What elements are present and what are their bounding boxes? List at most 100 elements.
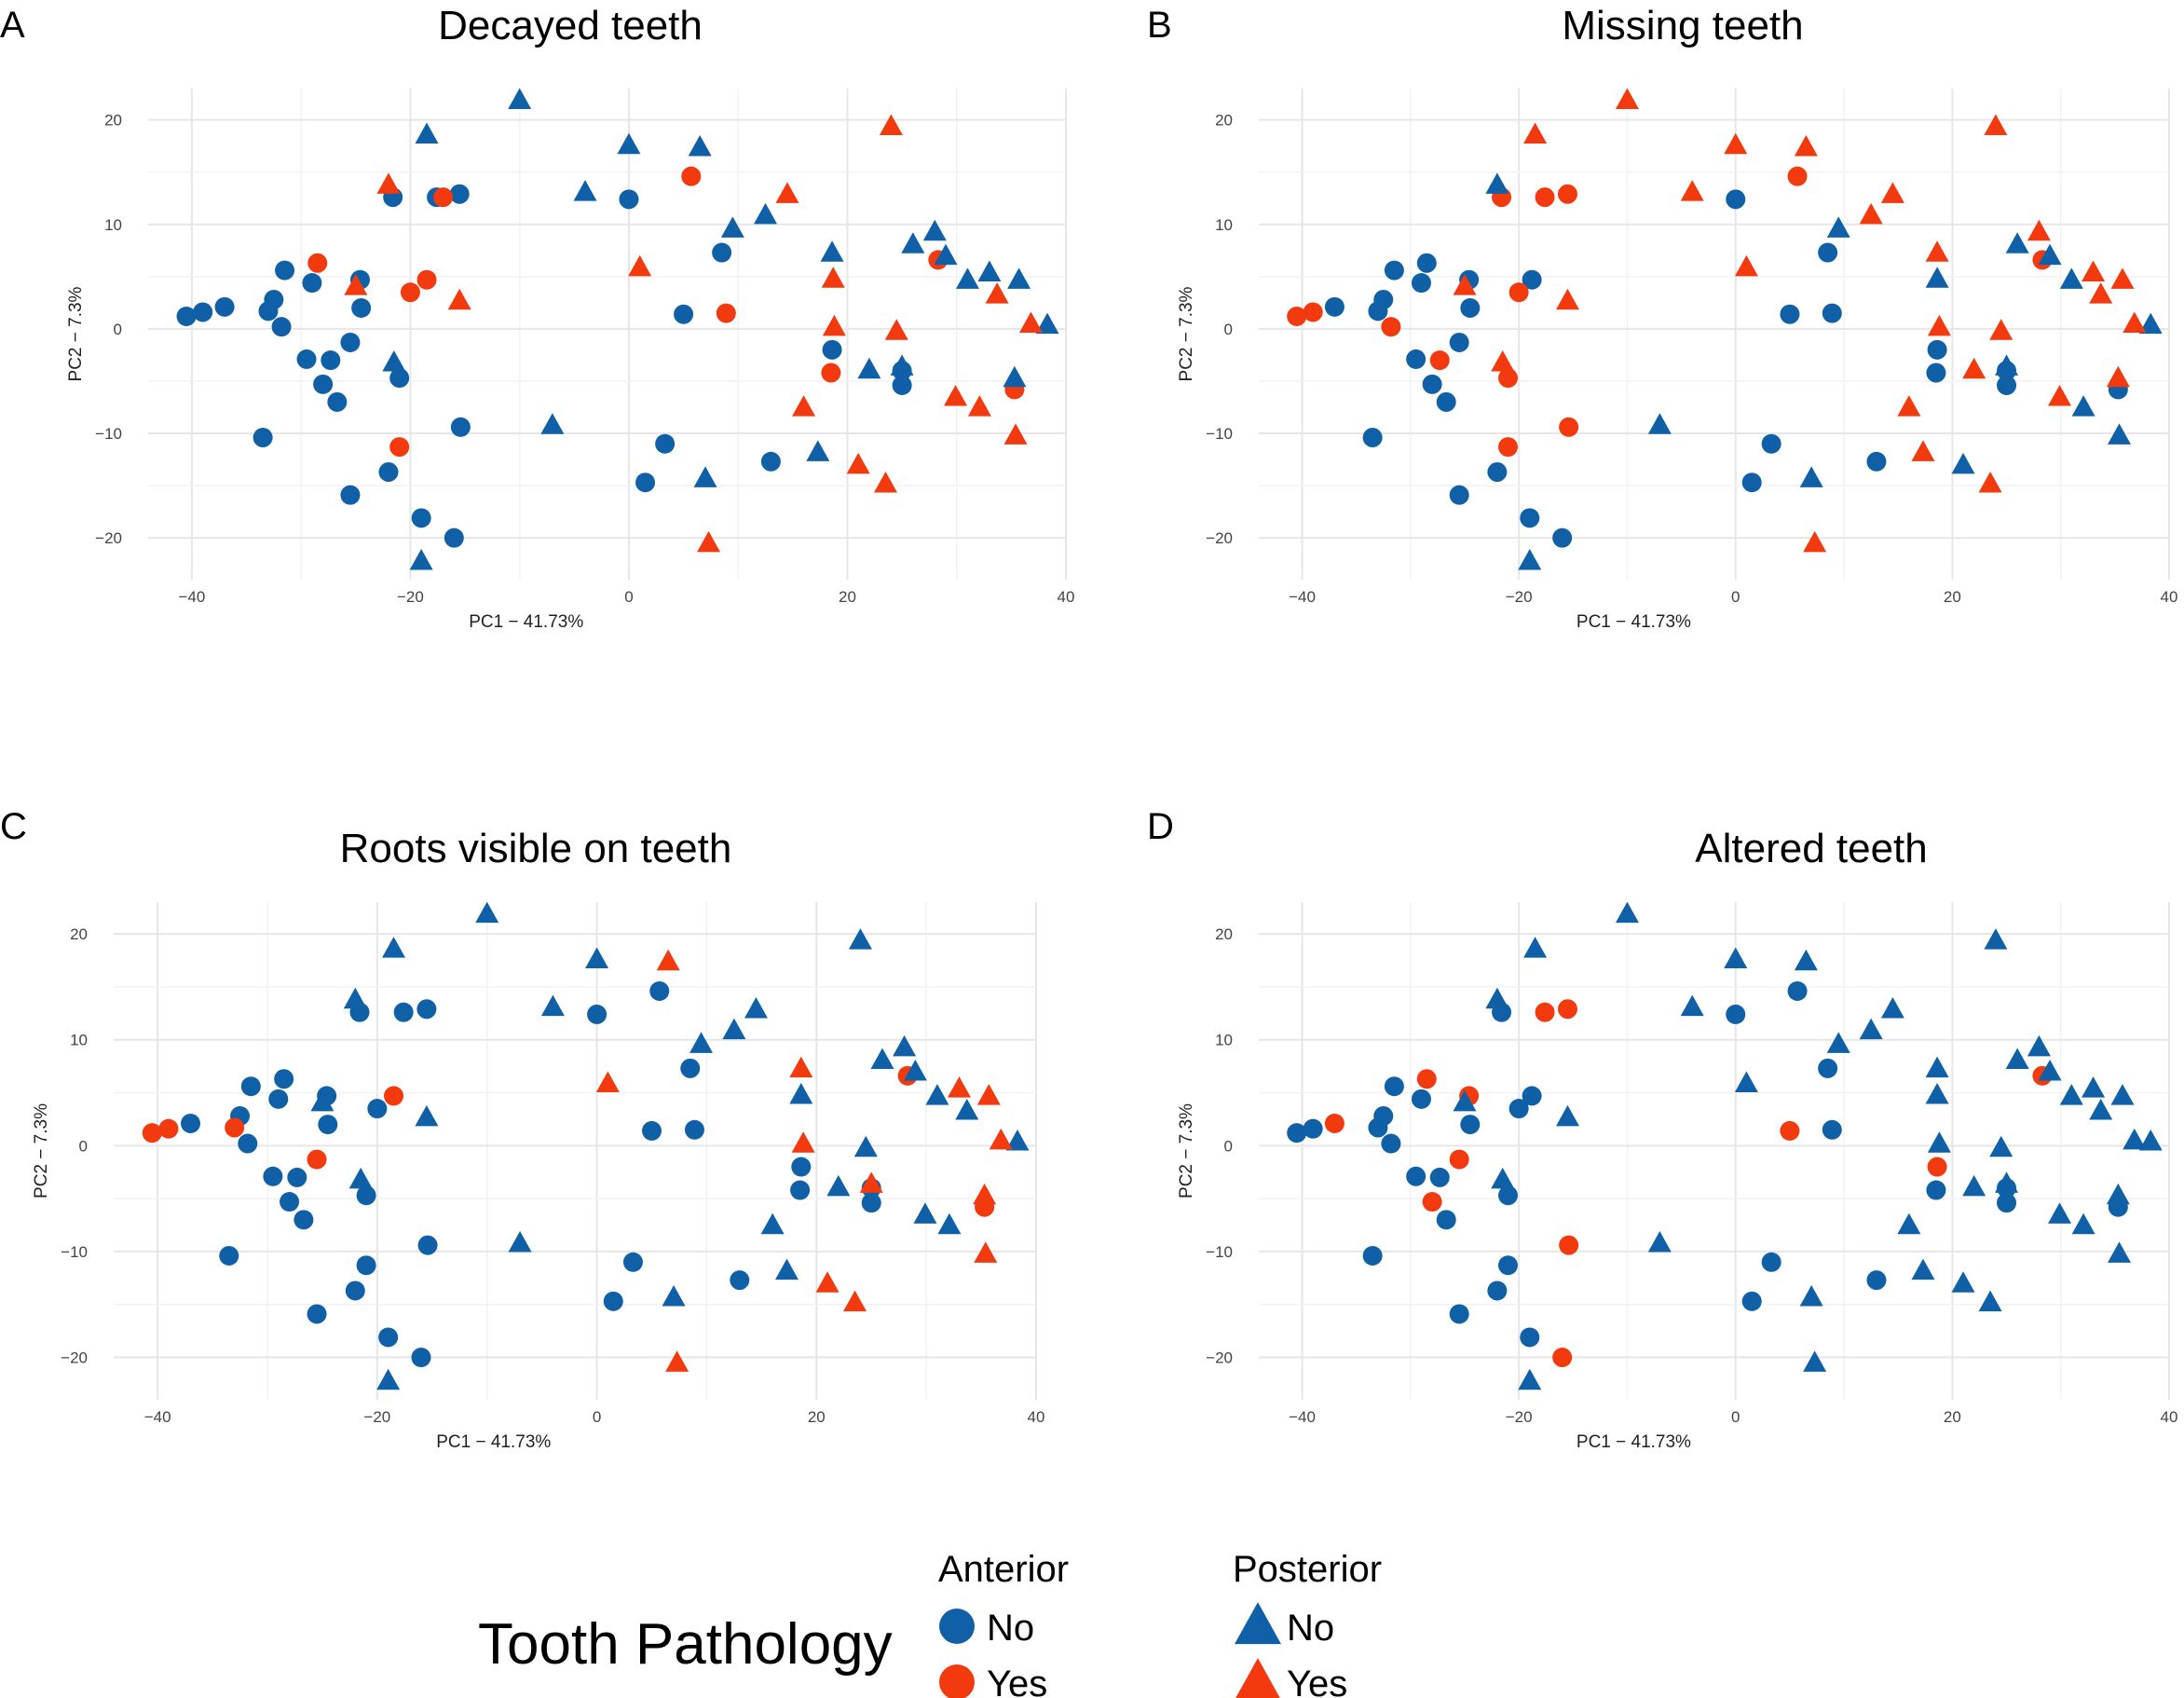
point-triangle	[415, 122, 439, 144]
point-triangle	[1734, 254, 1758, 277]
point-circle	[1866, 451, 1887, 472]
point-circle	[400, 282, 420, 303]
point-triangle	[846, 452, 870, 474]
point-circle	[1429, 350, 1450, 371]
point-circle	[378, 1327, 399, 1348]
panel-c: −40 −20 0 20 40 −20 −10 0 10 20 PC1 − 41.73% PC2 − …	[0, 806, 1044, 1452]
point-triangle	[977, 260, 1002, 282]
point-circle	[302, 273, 322, 294]
y-tick-label: 0	[79, 1137, 88, 1155]
point-triangle	[955, 267, 979, 289]
y-tick-label: 0	[114, 321, 122, 338]
point-triangle	[1453, 1089, 1477, 1112]
point-triangle	[662, 1284, 686, 1307]
point-circle	[622, 1252, 643, 1272]
series-posterior-yes	[1453, 88, 2147, 553]
point-triangle	[789, 1056, 813, 1078]
point-triangle	[1897, 395, 1921, 417]
x-tick-label: 0	[624, 588, 633, 606]
point-circle	[1508, 1099, 1529, 1119]
legend-key-triangle	[1235, 1658, 1280, 1698]
point-circle	[1780, 304, 1800, 324]
x-tick-label: 20	[1944, 1408, 1961, 1426]
point-triangle	[628, 254, 652, 277]
point-triangle	[2005, 232, 2029, 253]
point-triangle	[1491, 349, 1515, 372]
point-circle	[619, 189, 639, 210]
point-triangle	[1978, 1290, 2002, 1312]
point-circle	[1384, 1076, 1404, 1097]
point-triangle	[1927, 1131, 1951, 1153]
point-triangle	[693, 466, 717, 487]
point-circle	[1411, 273, 1431, 294]
point-triangle	[967, 395, 991, 417]
point-circle	[1498, 1185, 1519, 1206]
point-circle	[861, 1193, 881, 1213]
point-triangle	[2048, 384, 2072, 406]
point-triangle	[2082, 1076, 2106, 1098]
point-triangle	[376, 172, 401, 194]
point-circle	[1741, 472, 1762, 493]
point-triangle	[1799, 1284, 1823, 1307]
point-circle	[1761, 1252, 1781, 1272]
point-triangle	[344, 274, 368, 295]
legend-title: Tooth Pathology	[478, 1612, 893, 1677]
point-triangle	[934, 243, 958, 266]
x-axis-label: PC1 − 41.73%	[469, 612, 583, 632]
point-triangle	[1491, 1167, 1515, 1189]
series-anterior-yes	[142, 1065, 995, 1217]
grid	[1259, 89, 2170, 580]
x-tick-label: 20	[1944, 588, 1961, 606]
x-axis-label: PC1 − 41.73%	[436, 1432, 551, 1452]
point-circle	[1535, 1002, 1555, 1022]
point-circle	[356, 1185, 376, 1206]
legend-group-anterior: Anterior No Yes	[938, 1549, 1069, 1698]
point-circle	[1559, 1235, 1579, 1255]
point-triangle	[815, 1271, 839, 1293]
point-circle	[393, 1002, 414, 1022]
point-circle	[384, 1086, 404, 1106]
point-triangle	[973, 1183, 997, 1205]
legend-key-circle	[939, 1609, 975, 1644]
point-triangle	[2027, 219, 2051, 241]
legend-group-heading: Anterior	[938, 1549, 1069, 1590]
x-tick-label: 0	[593, 1408, 601, 1426]
point-triangle	[348, 1167, 373, 1189]
point-triangle	[1003, 365, 1027, 388]
point-circle	[1373, 289, 1394, 309]
point-triangle	[2138, 1129, 2163, 1151]
point-triangle	[806, 440, 830, 461]
point-triangle	[1035, 312, 1059, 335]
point-circle	[1449, 1304, 1469, 1324]
y-tick-label: 10	[70, 1032, 88, 1049]
legend: Tooth Pathology Anterior No Yes Posterior No Y…	[478, 1549, 1382, 1698]
point-circle	[238, 1133, 258, 1154]
point-circle	[318, 1115, 338, 1135]
point-triangle	[792, 395, 816, 417]
point-triangle	[1005, 1129, 1030, 1151]
point-circle	[791, 1157, 812, 1177]
point-triangle	[1523, 122, 1548, 144]
point-circle	[219, 1245, 239, 1266]
x-axis-label: PC1 − 41.73%	[1577, 1432, 1691, 1452]
point-triangle	[382, 937, 406, 958]
grid	[148, 89, 1067, 580]
x-tick-label: −20	[1506, 1408, 1533, 1426]
point-triangle	[573, 180, 597, 201]
point-triangle	[688, 134, 712, 157]
point-circle	[214, 296, 235, 317]
point-triangle	[665, 1350, 689, 1372]
point-circle	[433, 187, 454, 208]
point-circle	[307, 253, 328, 273]
point-triangle	[1962, 1174, 1986, 1197]
series-anterior-yes	[1287, 166, 2053, 458]
point-circle	[1381, 317, 1401, 337]
point-circle	[253, 428, 273, 448]
point-triangle	[870, 1048, 894, 1069]
point-triangle	[985, 282, 1009, 304]
point-circle	[655, 433, 676, 454]
panel-d: −40 −20 0 20 40 −20 −10 0 10 20 PC1 − 41.73% PC2 − …	[1147, 806, 2177, 1452]
point-circle	[1449, 1149, 1469, 1170]
legend-item-label: No	[987, 1608, 1034, 1649]
grid	[114, 902, 1037, 1400]
